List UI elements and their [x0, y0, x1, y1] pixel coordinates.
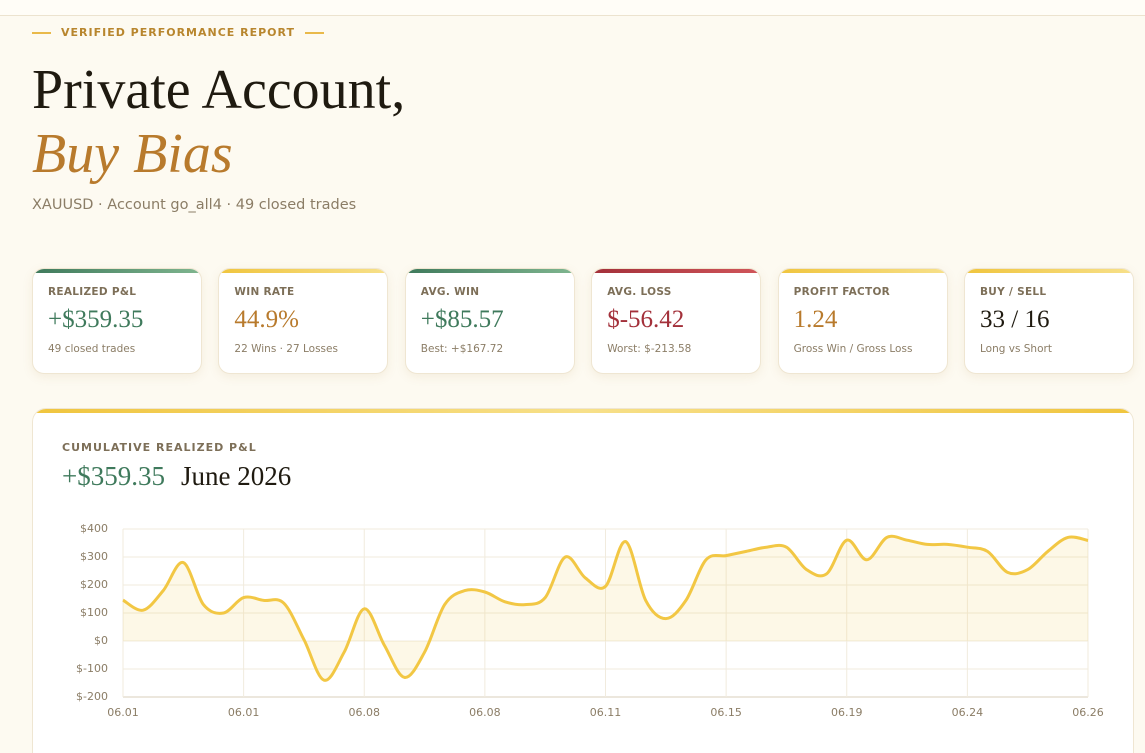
card-label: REALIZED P&L [48, 286, 137, 298]
chart-panel: CUMULATIVE REALIZED P&L +$359.35 June 20… [32, 408, 1134, 753]
x-tick-label: 06.24 [952, 706, 984, 719]
card-value: +$359.35 [48, 306, 144, 333]
card-label: AVG. LOSS [607, 286, 672, 298]
card-value: 44.9% [234, 306, 299, 333]
card-label: PROFIT FACTOR [793, 286, 891, 298]
title: Private Account, [32, 59, 406, 121]
card-value: 33 / 16 [980, 306, 1050, 333]
y-tick-label: $-100 [76, 662, 108, 675]
card-value: $-56.42 [607, 306, 685, 333]
chart-total: +$359.35 [62, 461, 165, 491]
x-tick-label: 06.26 [1072, 706, 1104, 719]
card-accent [405, 269, 574, 273]
card-accent [965, 269, 1133, 273]
chart-title: CUMULATIVE REALIZED P&L [62, 441, 257, 454]
eyebrow-text: VERIFIED PERFORMANCE REPORT [61, 26, 296, 39]
stat-card: WIN RATE 44.9% 22 Wins · 27 Losses [218, 268, 389, 374]
x-tick-label: 06.01 [107, 706, 139, 719]
card-note: Best: +$167.72 [420, 343, 504, 355]
eyebrow: VERIFIED PERFORMANCE REPORT [32, 26, 325, 39]
stat-card: PROFIT FACTOR 1.24 Gross Win / Gross Los… [777, 268, 948, 374]
card-note: 22 Wins · 27 Losses [234, 343, 338, 355]
card-label: WIN RATE [234, 286, 295, 298]
y-tick-label: $400 [80, 522, 108, 535]
card-label: AVG. WIN [420, 286, 480, 298]
chart: $400 $300 $200 $100 $0 $-100 $-200 06.01 06.01 06… [76, 522, 1104, 719]
y-tick-label: $200 [80, 578, 108, 591]
stat-card: AVG. WIN +$85.57 Best: +$167.72 [404, 268, 575, 374]
panel-accent [33, 409, 1133, 413]
stat-card: REALIZED P&L +$359.35 49 closed trades [32, 268, 202, 374]
y-tick-label: $0 [94, 634, 108, 647]
card-note: Long vs Short [980, 343, 1052, 355]
area [123, 536, 1088, 681]
x-tick-label: 06.08 [349, 706, 381, 719]
card-accent [219, 269, 388, 273]
top-bar [0, 0, 1145, 16]
x-tick-label: 06.19 [831, 706, 863, 719]
subtitle: XAUUSD · Account go_all4 · 49 closed tra… [32, 197, 357, 213]
card-note: Worst: $-213.58 [607, 343, 692, 355]
y-tick-label: $-200 [76, 690, 108, 703]
title-accent: Buy Bias [32, 123, 233, 185]
card-note: 49 closed trades [48, 343, 136, 355]
x-tick-label: 06.01 [228, 706, 260, 719]
x-tick-label: 06.08 [469, 706, 501, 719]
x-tick-label: 06.11 [590, 706, 622, 719]
card-value: 1.24 [793, 306, 838, 333]
stat-card: BUY / SELL 33 / 16 Long vs Short [964, 268, 1134, 374]
card-accent [592, 269, 761, 273]
stat-card: AVG. LOSS $-56.42 Worst: $-213.58 [591, 268, 762, 374]
card-accent [778, 269, 947, 273]
chart-period: June 2026 [181, 461, 292, 491]
card-label: BUY / SELL [980, 286, 1047, 298]
card-value: +$85.57 [420, 306, 504, 333]
line [122, 534, 1089, 682]
card-note: Gross Win / Gross Loss [793, 343, 913, 355]
card-accent [33, 269, 201, 273]
x-tick-label: 06.15 [710, 706, 742, 719]
y-tick-label: $300 [80, 550, 108, 563]
y-tick-label: $100 [80, 606, 108, 619]
